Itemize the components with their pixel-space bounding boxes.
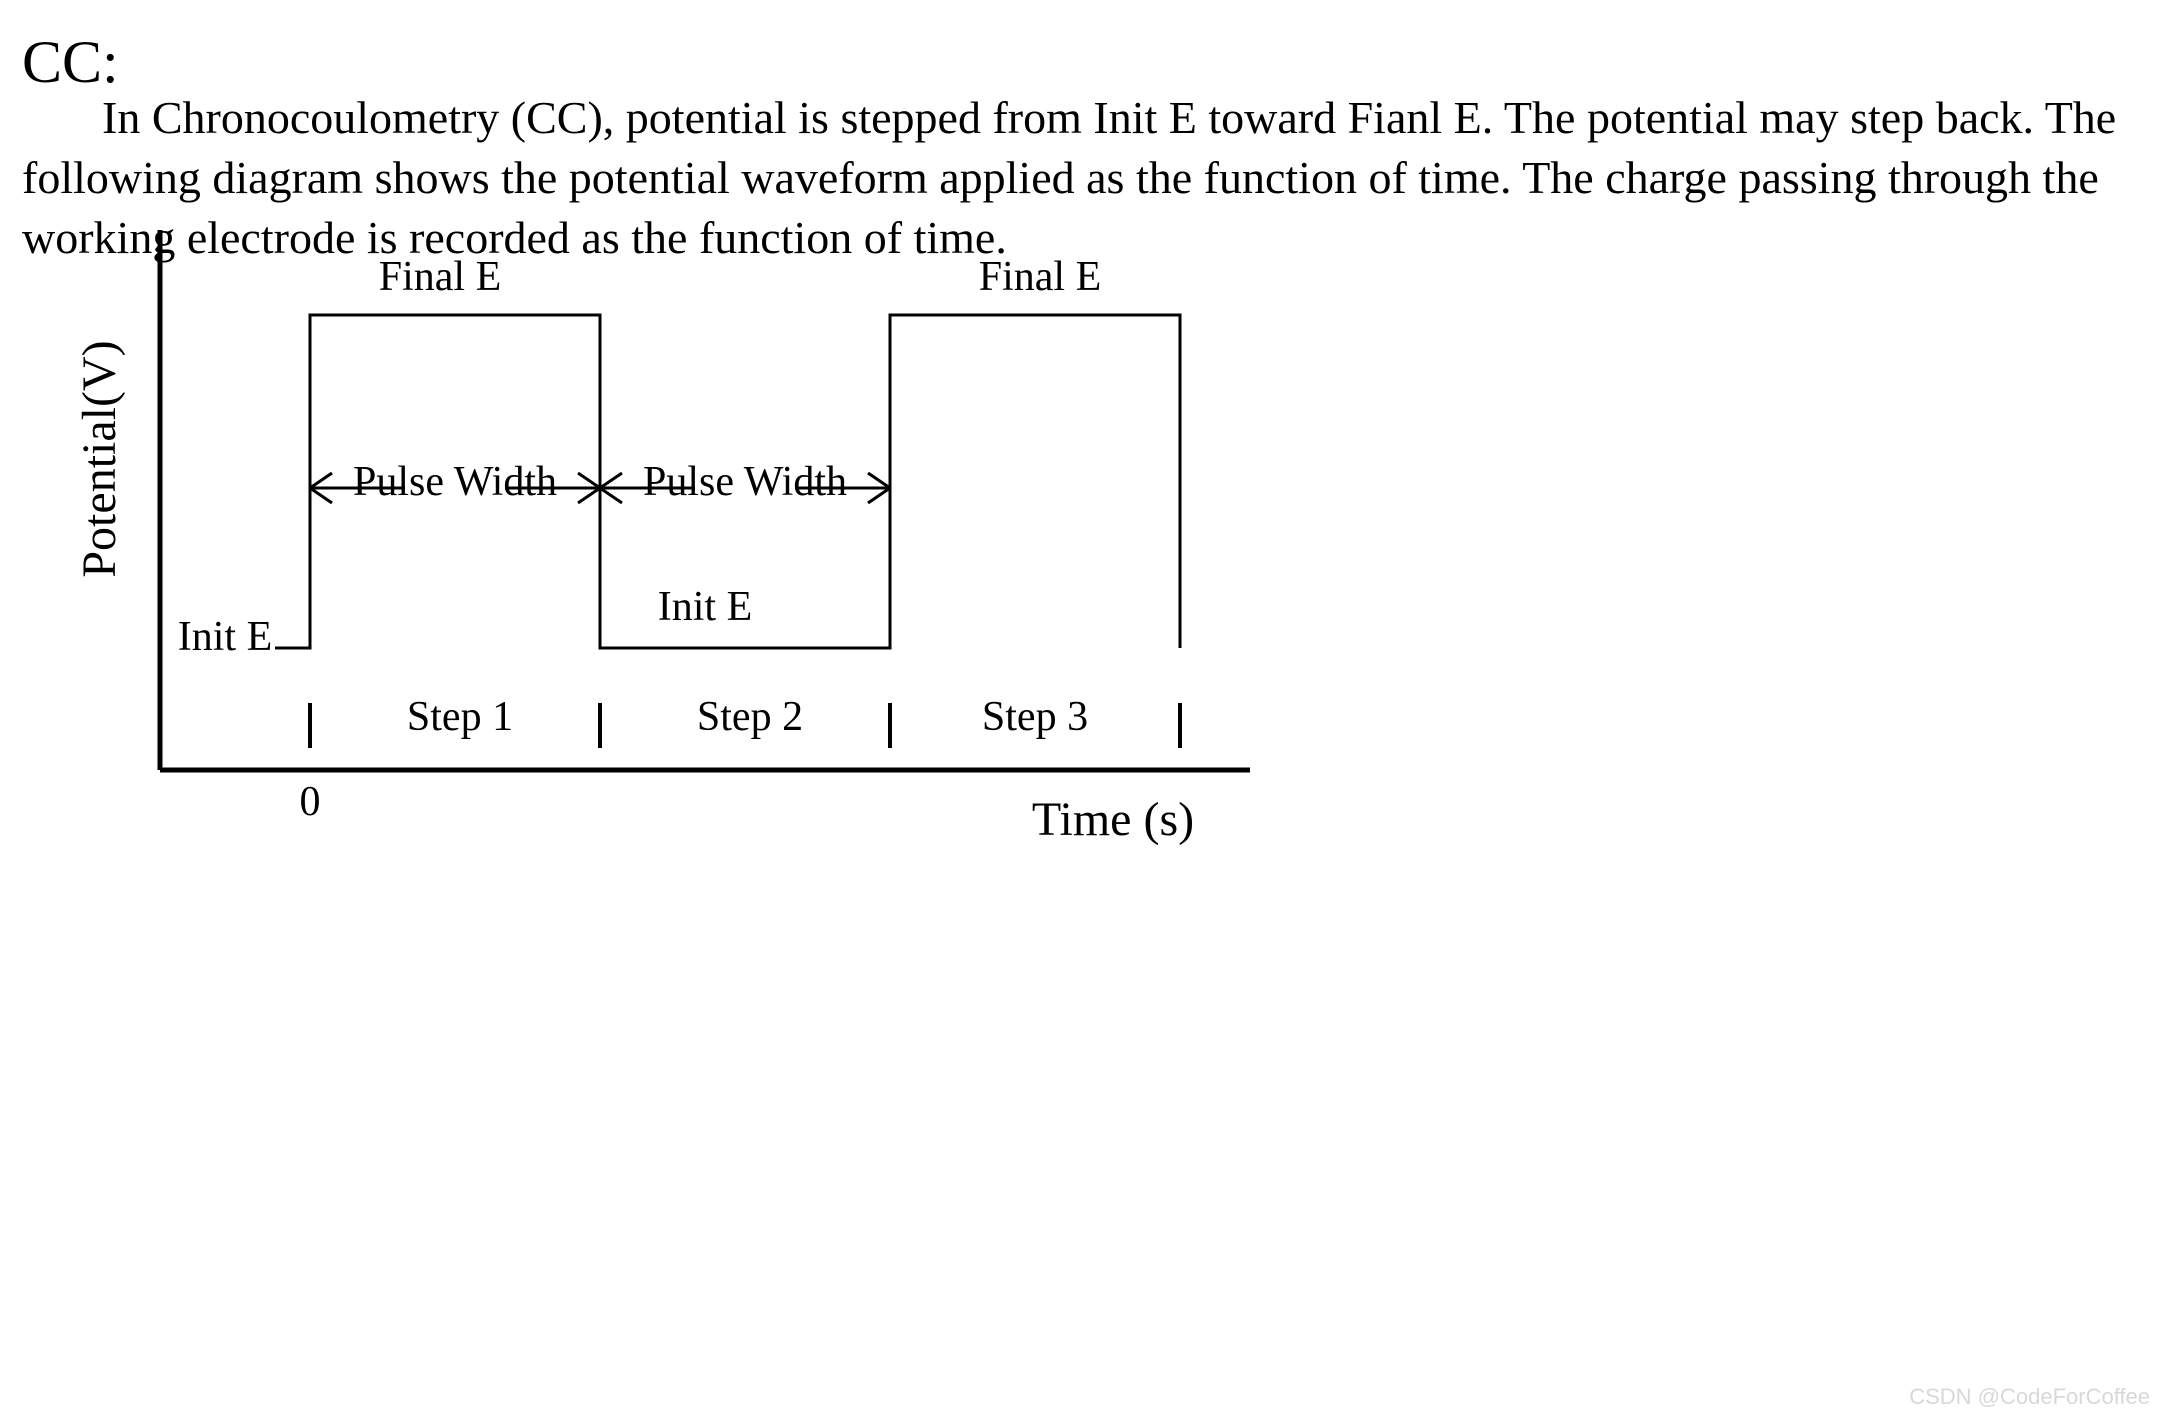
watermark: CSDN @CodeForCoffee xyxy=(1909,1384,2150,1410)
label-init-e-center: Init E xyxy=(658,584,752,630)
y-axis-title: Potential(V) xyxy=(73,340,126,577)
x-axis-title: Time (s) xyxy=(1032,793,1194,846)
label-step-2: Step 2 xyxy=(697,694,803,740)
label-pulse-width-1: Pulse Width xyxy=(353,459,557,505)
origin-label: 0 xyxy=(300,779,321,825)
potential-waveform-diagram: Init E Init E Final E Final E Pulse Width Pul… xyxy=(0,0,2180,1428)
label-final-e-1: Final E xyxy=(379,254,502,300)
label-final-e-2: Final E xyxy=(979,254,1102,300)
label-pulse-width-2: Pulse Width xyxy=(643,459,847,505)
label-step-3: Step 3 xyxy=(982,694,1088,740)
label-init-e-left: Init E xyxy=(178,614,272,660)
label-step-1: Step 1 xyxy=(407,694,513,740)
